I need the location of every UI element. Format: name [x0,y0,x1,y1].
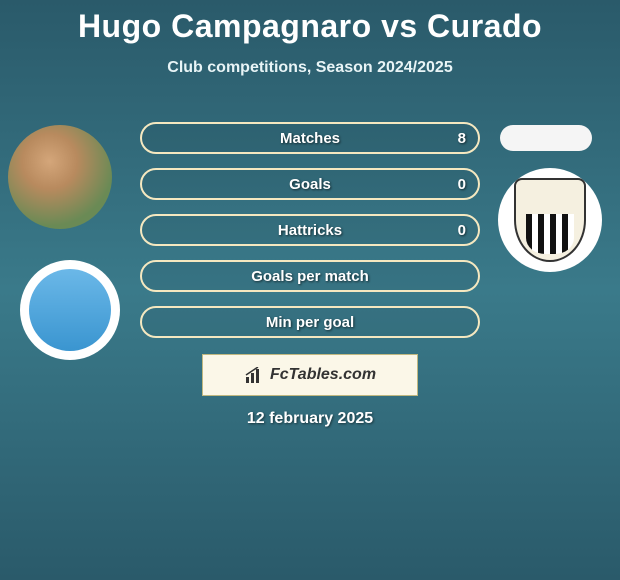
stat-row-matches: Matches 8 [140,122,480,154]
page-subtitle: Club competitions, Season 2024/2025 [0,59,620,77]
stat-row-hattricks: Hattricks 0 [140,214,480,246]
stat-row-goals: Goals 0 [140,168,480,200]
brand-text: FcTables.com [270,366,376,384]
page-title: Hugo Campagnaro vs Curado [0,8,620,45]
stat-label: Hattricks [278,222,342,239]
stat-row-gpm: Goals per match [140,260,480,292]
stat-right-value: 8 [458,130,466,147]
snapshot-date: 12 february 2025 [247,410,373,428]
stat-label: Goals per match [251,268,369,285]
chart-icon [244,367,264,383]
club-left-badge [20,260,120,360]
stat-row-mpg: Min per goal [140,306,480,338]
stat-label: Matches [280,130,340,147]
stats-container: Matches 8 Goals 0 Hattricks 0 Goals per … [140,122,480,352]
player-left-avatar [8,125,112,229]
brand-attribution: FcTables.com [202,354,418,396]
stat-right-value: 0 [458,222,466,239]
stat-right-value: 0 [458,176,466,193]
stat-label: Goals [289,176,331,193]
club-right-badge [498,168,602,272]
stat-label: Min per goal [266,314,354,331]
player-right-avatar [500,125,592,151]
